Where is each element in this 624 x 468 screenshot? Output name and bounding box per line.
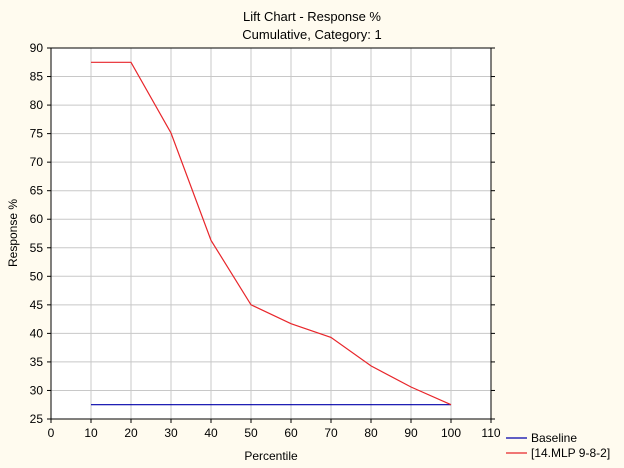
y-tick-label: 80: [30, 98, 44, 112]
y-tick-label: 50: [30, 269, 44, 283]
x-tick-label: 60: [284, 426, 298, 440]
x-tick-label: 100: [441, 426, 461, 440]
axis-ticks: 0 10 20 30 40 50 60 70 80 90 100 110 25 30 35 40 45 50 55 6…: [30, 41, 501, 440]
x-axis-label: Percentile: [244, 449, 298, 463]
grid-lines: [51, 48, 491, 419]
legend-label: [14.MLP 9-8-2]: [531, 446, 610, 460]
x-tick-label: 40: [204, 426, 218, 440]
plot-area: [51, 48, 491, 419]
y-tick-label: 30: [30, 383, 44, 397]
y-tick-label: 25: [30, 412, 44, 426]
chart-title: Lift Chart - Response %: [243, 9, 381, 24]
y-tick-label: 70: [30, 155, 44, 169]
series-lines: [91, 61, 452, 406]
x-tick-label: 10: [84, 426, 98, 440]
x-tick-label: 80: [364, 426, 378, 440]
y-axis-label: Response %: [6, 199, 20, 267]
model-series-line: [91, 61, 452, 406]
x-tick-label: 30: [164, 426, 178, 440]
chart-subtitle: Cumulative, Category: 1: [242, 27, 381, 42]
legend: Baseline[14.MLP 9-8-2]: [506, 431, 610, 460]
y-tick-label: 85: [30, 70, 44, 84]
y-tick-label: 65: [30, 184, 44, 198]
y-tick-label: 75: [30, 127, 44, 141]
x-tick-label: 0: [48, 426, 55, 440]
plot-frame: [50, 47, 492, 420]
x-tick-label: 20: [124, 426, 138, 440]
x-tick-label: 50: [244, 426, 258, 440]
x-tick-label: 70: [324, 426, 338, 440]
y-tick-label: 55: [30, 241, 44, 255]
x-tick-label: 110: [481, 426, 500, 440]
x-tick-label: 90: [404, 426, 418, 440]
legend-label: Baseline: [531, 431, 577, 445]
y-tick-label: 60: [30, 212, 44, 226]
y-tick-label: 35: [30, 355, 44, 369]
y-tick-label: 45: [30, 298, 44, 312]
y-tick-label: 90: [30, 41, 44, 55]
y-tick-label: 40: [30, 326, 44, 340]
